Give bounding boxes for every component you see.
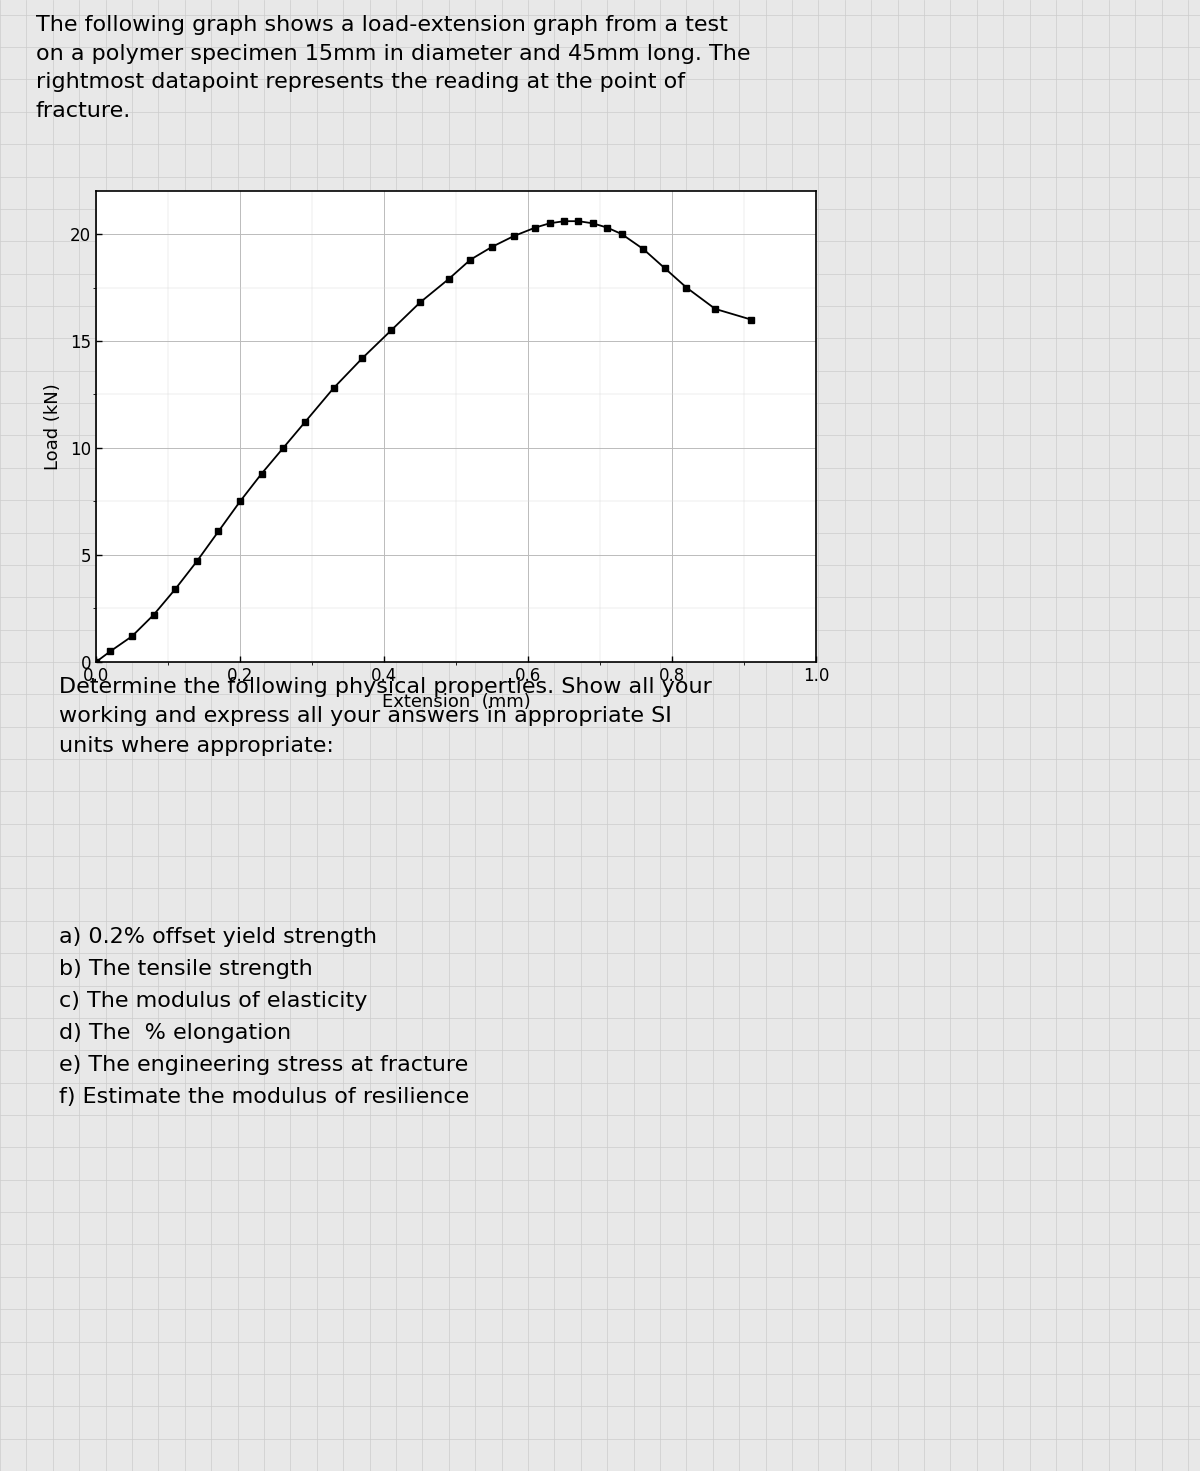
Text: Determine the following physical properties. Show all your
working and express a: Determine the following physical propert… bbox=[59, 677, 712, 756]
Y-axis label: Load (kN): Load (kN) bbox=[43, 384, 61, 469]
Text: The following graph shows a load-extension graph from a test
on a polymer specim: The following graph shows a load-extensi… bbox=[36, 15, 750, 121]
X-axis label: Extension  (mm): Extension (mm) bbox=[382, 693, 530, 710]
Text: a) 0.2% offset yield strength
b) The tensile strength
c) The modulus of elastici: a) 0.2% offset yield strength b) The ten… bbox=[59, 927, 469, 1106]
